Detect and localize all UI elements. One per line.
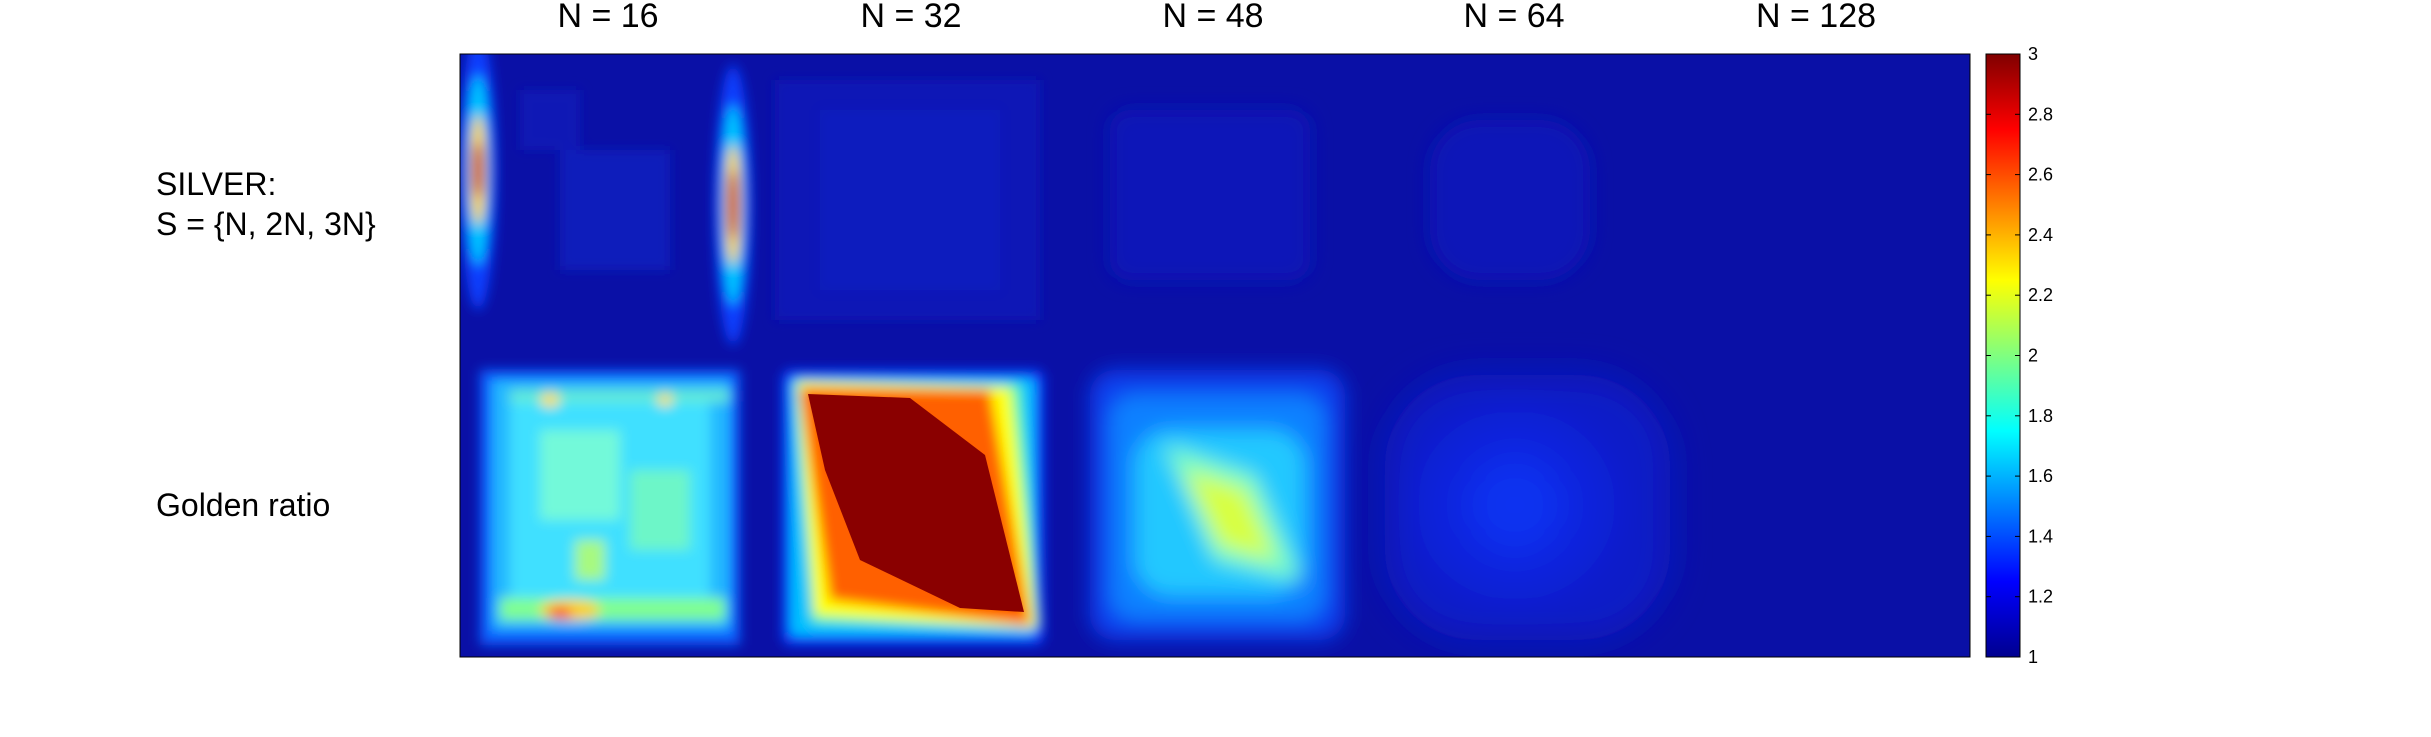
col-title-n48: N = 48 <box>1162 0 1263 35</box>
row-label-golden: Golden ratio <box>156 487 330 523</box>
colorbar-tick-label: 1.4 <box>2028 526 2053 546</box>
cell-silver-n64 <box>1430 120 1590 280</box>
colorbar: 1 1.2 1.4 1.6 1.8 2 2.2 2.4 2.6 2.8 3 <box>1985 44 2053 667</box>
colorbar-tick-label: 2.2 <box>2028 285 2053 305</box>
colorbar-gradient <box>1985 53 2021 658</box>
colorbar-tick-label: 1.2 <box>2028 587 2053 607</box>
colorbar-tick-label: 2 <box>2028 346 2038 366</box>
colorbar-tick-label: 2.8 <box>2028 104 2053 124</box>
cell-silver-n16 <box>460 54 751 345</box>
colorbar-tick-label: 2.4 <box>2028 225 2053 245</box>
colorbar-tick-label: 1.8 <box>2028 406 2053 426</box>
cell-golden-n32 <box>782 370 1044 645</box>
heatmap-area <box>460 54 1970 657</box>
col-title-n32: N = 32 <box>860 0 961 35</box>
colorbar-tick-label: 1 <box>2028 647 2038 667</box>
cell-golden-n64 <box>1385 375 1670 640</box>
cell-golden-n16 <box>480 370 740 645</box>
row-label-silver-line1: SILVER: <box>156 166 276 202</box>
colorbar-tick-label: 3 <box>2028 44 2038 64</box>
colorbar-ticks: 1 1.2 1.4 1.6 1.8 2 2.2 2.4 2.6 2.8 3 <box>1986 44 2053 667</box>
cell-silver-n32 <box>775 80 1040 320</box>
cell-golden-n48 <box>1090 370 1345 640</box>
cell-silver-n48 <box>1110 110 1310 280</box>
row-label-silver-line2: S = {N, 2N, 3N} <box>156 206 376 242</box>
col-title-n64: N = 64 <box>1463 0 1564 35</box>
col-title-n16: N = 16 <box>557 0 658 35</box>
colorbar-tick-label: 2.6 <box>2028 165 2053 185</box>
heatmap-frame <box>459 53 1971 658</box>
col-title-n128: N = 128 <box>1756 0 1876 35</box>
colorbar-tick-label: 1.6 <box>2028 466 2053 486</box>
